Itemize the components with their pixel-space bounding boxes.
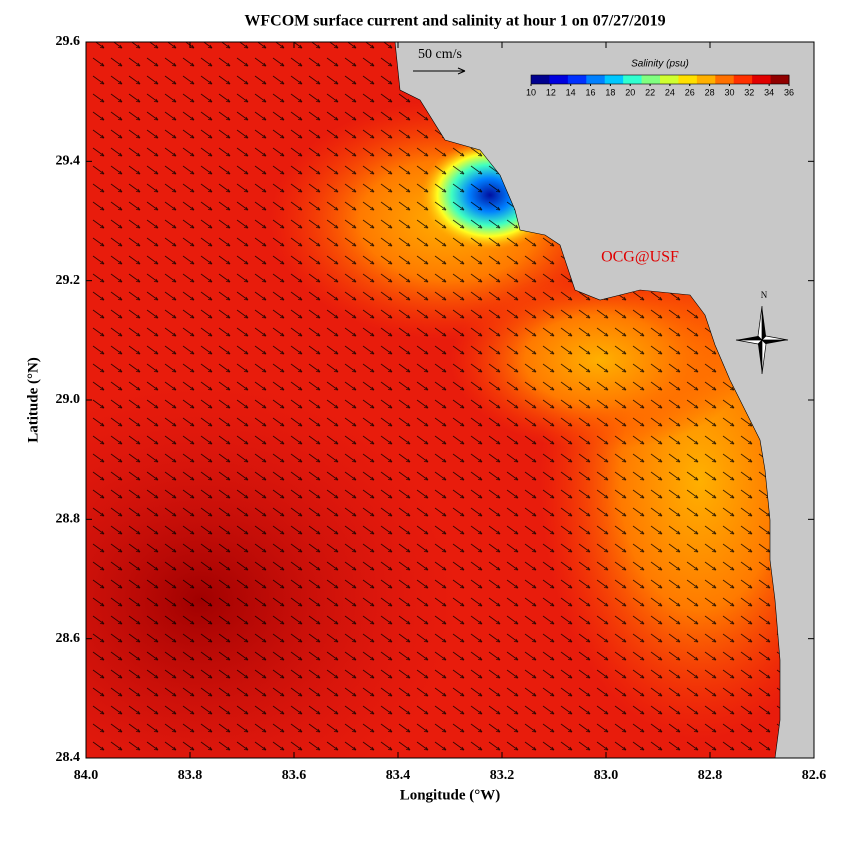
credit: OCG@USF bbox=[601, 249, 679, 266]
y-tick-label: 28.4 bbox=[56, 750, 81, 765]
colorbar-title: Salinity (psu) bbox=[631, 59, 689, 70]
colorbar-frame bbox=[530, 74, 790, 85]
colorbar-tick-label: 20 bbox=[625, 87, 635, 97]
colorbar-tick-label: 18 bbox=[605, 87, 615, 97]
colorbar-segment bbox=[549, 75, 569, 84]
x-tick-label: 83.0 bbox=[594, 768, 619, 783]
colorbar-tick-label: 34 bbox=[764, 87, 774, 97]
colorbar-segment bbox=[696, 75, 716, 84]
x-tick-label: 84.0 bbox=[74, 768, 99, 783]
colorbar-segment bbox=[604, 75, 624, 84]
y-axis-label: Latitude (°N) bbox=[25, 357, 41, 443]
north-label: N bbox=[761, 290, 768, 300]
colorbar-tick-label: 32 bbox=[744, 87, 754, 97]
colorbar-segment bbox=[623, 75, 643, 84]
title: WFCOM surface current and salinity at ho… bbox=[244, 13, 665, 30]
colorbar-tick-label: 24 bbox=[665, 87, 675, 97]
scale-label: 50 cm/s bbox=[418, 47, 462, 62]
colorbar-segment bbox=[770, 75, 790, 84]
y-tick-label: 28.6 bbox=[56, 631, 81, 646]
colorbar-segment bbox=[567, 75, 587, 84]
colorbar-tick-label: 30 bbox=[724, 87, 734, 97]
salinity-field bbox=[86, 42, 814, 758]
colorbar-segment bbox=[586, 75, 606, 84]
y-tick-label: 28.8 bbox=[56, 512, 81, 527]
colorbar-tick-label: 36 bbox=[784, 87, 794, 97]
colorbar-tick-label: 28 bbox=[705, 87, 715, 97]
scale-arrow bbox=[413, 67, 466, 75]
compass bbox=[735, 305, 789, 375]
land bbox=[394, 42, 814, 758]
colorbar-tick-label: 26 bbox=[685, 87, 695, 97]
y-tick-label: 29.4 bbox=[56, 154, 81, 169]
x-tick-label: 82.6 bbox=[802, 768, 827, 783]
y-tick-label: 29.0 bbox=[56, 392, 81, 407]
y-tick-label: 29.6 bbox=[56, 34, 81, 49]
colorbar-segment bbox=[733, 75, 753, 84]
x-tick-label: 82.8 bbox=[698, 768, 723, 783]
colorbar-segment bbox=[678, 75, 698, 84]
y-tick-label: 29.2 bbox=[56, 273, 81, 288]
colorbar-segment bbox=[641, 75, 661, 84]
x-tick-label: 83.6 bbox=[282, 768, 307, 783]
colorbar-tick-label: 10 bbox=[526, 87, 536, 97]
x-axis-label: Longitude (°W) bbox=[400, 787, 501, 803]
colorbar-tick-label: 16 bbox=[586, 87, 596, 97]
x-tick-label: 83.2 bbox=[490, 768, 515, 783]
colorbar-segment bbox=[660, 75, 679, 84]
x-tick-label: 83.4 bbox=[386, 768, 411, 783]
colorbar-tick-label: 14 bbox=[566, 87, 576, 97]
colorbar-segment bbox=[715, 75, 735, 84]
colorbar-tick-label: 22 bbox=[645, 87, 655, 97]
colorbar-segment bbox=[752, 75, 772, 84]
x-tick-label: 83.8 bbox=[178, 768, 203, 783]
colorbar-segment bbox=[531, 75, 550, 84]
colorbar-tick-label: 12 bbox=[546, 87, 556, 97]
